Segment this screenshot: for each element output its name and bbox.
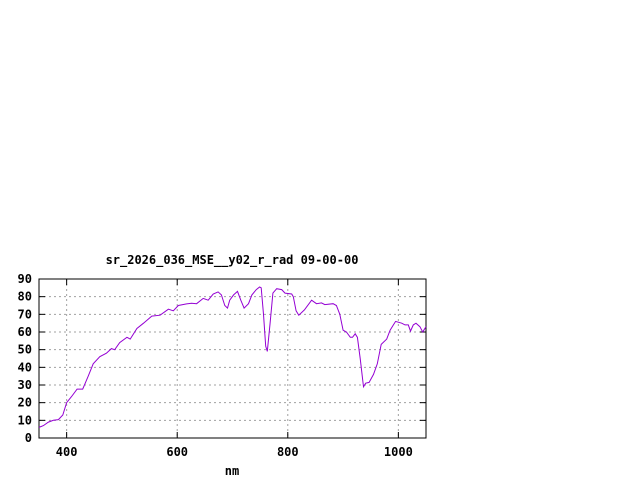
x-tick-label: 800 [277,445,299,459]
x-tick-label: 400 [56,445,78,459]
x-axis-label: nm [225,464,239,478]
y-tick-label: 0 [25,431,32,445]
y-tick-label: 90 [18,272,32,286]
y-tick-label: 30 [18,378,32,392]
y-tick-label: 10 [18,413,32,427]
grid [39,279,426,438]
y-tick-label: 40 [18,360,32,374]
y-tick-label: 50 [18,343,32,357]
x-tick-label: 600 [166,445,188,459]
y-tick-label: 70 [18,307,32,321]
y-tick-label: 60 [18,325,32,339]
series-line [38,286,427,428]
plot-frame [38,278,427,439]
chart-title: sr_2026_036_MSE__y02_r_rad 09-00-00 [106,253,359,268]
y-tick-label: 20 [18,396,32,410]
x-tick-label: 1000 [384,445,413,459]
y-tick-label: 80 [18,290,32,304]
axis-ticks: 0 10 20 30 40 50 60 70 80 90 400 600 800 1000 [18,272,426,459]
